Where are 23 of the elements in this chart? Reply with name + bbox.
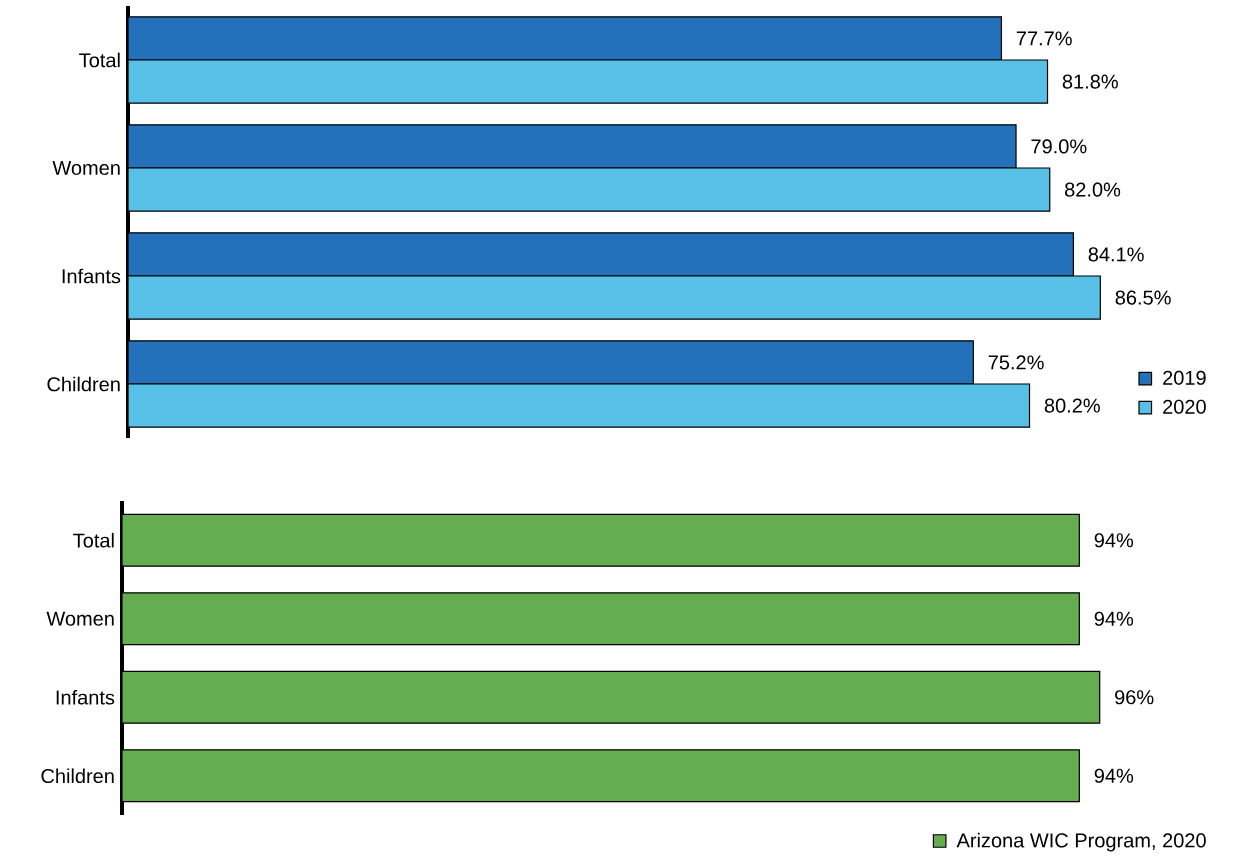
data-label: 94%	[1094, 611, 1134, 626]
data-label: 94%	[1094, 533, 1134, 548]
data-label: 77.7%	[1016, 31, 1072, 46]
data-label: 75.2%	[988, 355, 1044, 370]
y-tick-label: Women	[46, 611, 114, 626]
y-tick-label: Women	[52, 161, 120, 175]
data-label: 80.2%	[1044, 398, 1100, 413]
data-label: 96%	[1115, 690, 1154, 705]
data-label: 94%	[1094, 768, 1134, 783]
data-label: 84.1%	[1088, 247, 1144, 262]
data-label: 86.5%	[1115, 290, 1171, 305]
legend-label: 2020	[1163, 399, 1206, 414]
legend-label: Arizona WIC Program, 2020	[956, 832, 1206, 852]
y-tick-label: Total	[79, 52, 120, 68]
data-label: 81.8%	[1062, 74, 1118, 89]
y-tick-label: Infants	[56, 689, 115, 705]
data-label: 82.0%	[1065, 182, 1121, 197]
y-tick-label: Total	[73, 532, 114, 548]
y-tick-label: Children	[47, 376, 120, 392]
data-label: 79.0%	[1031, 139, 1087, 154]
legend-label: 2019	[1163, 370, 1206, 385]
y-tick-label: Infants	[62, 268, 121, 284]
y-tick-label: Children	[41, 768, 114, 784]
